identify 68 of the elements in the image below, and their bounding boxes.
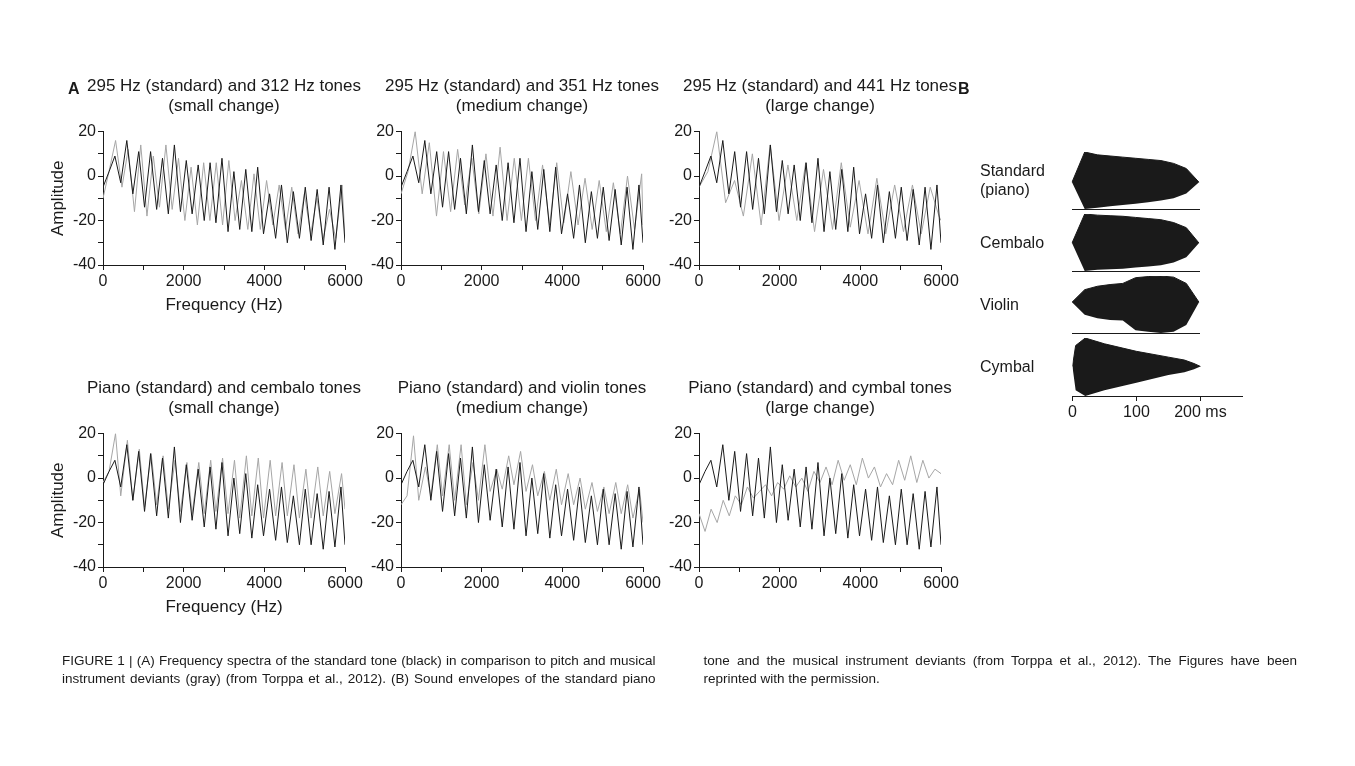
y-tick-label: -40 xyxy=(370,557,395,575)
y-tick-label: 20 xyxy=(376,424,395,442)
x-tick-label: 0 xyxy=(1068,403,1077,421)
chart-title: 295 Hz (standard) and 441 Hz tones (large change) xyxy=(682,76,958,115)
x-tick-label: 6000 xyxy=(327,272,363,290)
y-axis-title: Cembalo xyxy=(980,232,1046,252)
x-tick-label: 4000 xyxy=(246,574,283,592)
y-tick-label: -40 xyxy=(72,557,97,575)
text: FIGURE 1 | (A) Frequency spectra of the standard tone (black) in comparison to pitch and musical instrument deviants (gray) (from Torppa et al., 2012). (B) Sound envelopes of the standard piano tone and the musical instrument deviants (from Torppa et al., 2012). The Figures have been reprinted with the permission. xyxy=(62,653,1297,686)
y-tick-label: 0 xyxy=(683,468,693,486)
y-tick-label: 20 xyxy=(376,122,395,140)
y-axis-title: Violin xyxy=(980,294,1020,314)
x-tick-label: 200 ms xyxy=(1174,403,1227,421)
x-tick-label: 2000 xyxy=(165,574,202,592)
x-tick-label: 4000 xyxy=(544,574,581,592)
y-axis-title: Standard (piano) xyxy=(980,161,1046,199)
y-tick-label: -40 xyxy=(668,557,693,575)
chart-title: 295 Hz (standard) and 351 Hz tones (medium change) xyxy=(383,76,661,116)
text: A xyxy=(68,80,80,98)
y-tick-label: -20 xyxy=(370,512,395,530)
y-tick-label: -20 xyxy=(72,512,97,530)
x-tick-label: 0 xyxy=(396,574,406,592)
y-tick-label: 20 xyxy=(674,424,693,442)
y-tick-label: 20 xyxy=(674,122,693,140)
x-tick-label: 6000 xyxy=(625,272,661,290)
chart-title: Piano (standard) and cembalo tones (small change) xyxy=(85,378,363,418)
x-tick-label: 2000 xyxy=(463,574,500,592)
x-axis-title: Frequency (Hz) xyxy=(165,597,283,617)
y-tick-label: -20 xyxy=(72,210,97,228)
y-tick-label: -20 xyxy=(668,210,693,228)
y-tick-label: -20 xyxy=(668,512,693,530)
x-axis-title: Frequency (Hz) xyxy=(165,295,283,315)
x-tick-label: 0 xyxy=(98,272,108,290)
x-tick-label: 2000 xyxy=(165,272,202,290)
x-tick-label: 6000 xyxy=(625,574,661,592)
x-tick-label: 2000 xyxy=(761,574,798,592)
x-tick-label: 0 xyxy=(98,574,108,592)
x-tick-label: 2000 xyxy=(463,272,500,290)
y-axis-title: Amplitude xyxy=(47,462,67,539)
x-tick-label: 0 xyxy=(396,272,406,290)
y-tick-label: 0 xyxy=(87,166,97,184)
x-tick-label: 4000 xyxy=(842,272,879,290)
y-tick-label: -40 xyxy=(72,255,97,273)
chart-title: Piano (standard) and violin tones (medium change) xyxy=(396,378,648,418)
y-tick-label: 0 xyxy=(87,468,97,486)
x-tick-label: 100 xyxy=(1123,403,1150,421)
x-tick-label: 4000 xyxy=(544,272,581,290)
y-tick-label: -20 xyxy=(370,210,395,228)
y-tick-label: 0 xyxy=(385,166,395,184)
y-axis-title: Amplitude xyxy=(47,160,67,237)
x-tick-label: 6000 xyxy=(923,272,959,290)
x-tick-label: 4000 xyxy=(842,574,879,592)
x-tick-label: 0 xyxy=(694,272,704,290)
y-tick-label: 20 xyxy=(78,424,97,442)
x-tick-label: 2000 xyxy=(761,272,798,290)
y-tick-label: -40 xyxy=(668,255,693,273)
y-axis-title: Cymbal xyxy=(980,356,1036,376)
x-tick-label: 6000 xyxy=(923,574,959,592)
x-tick-label: 4000 xyxy=(246,272,283,290)
x-tick-label: 0 xyxy=(694,574,704,592)
y-tick-label: 0 xyxy=(385,468,395,486)
y-tick-label: 20 xyxy=(78,122,97,140)
chart-title: Piano (standard) and cymbal tones (large change) xyxy=(687,378,953,418)
text: B xyxy=(958,80,970,98)
x-tick-label: 6000 xyxy=(327,574,363,592)
y-tick-label: 0 xyxy=(683,166,693,184)
chart-title: 295 Hz (standard) and 312 Hz tones (small change) xyxy=(86,76,362,115)
y-tick-label: -40 xyxy=(370,255,395,273)
